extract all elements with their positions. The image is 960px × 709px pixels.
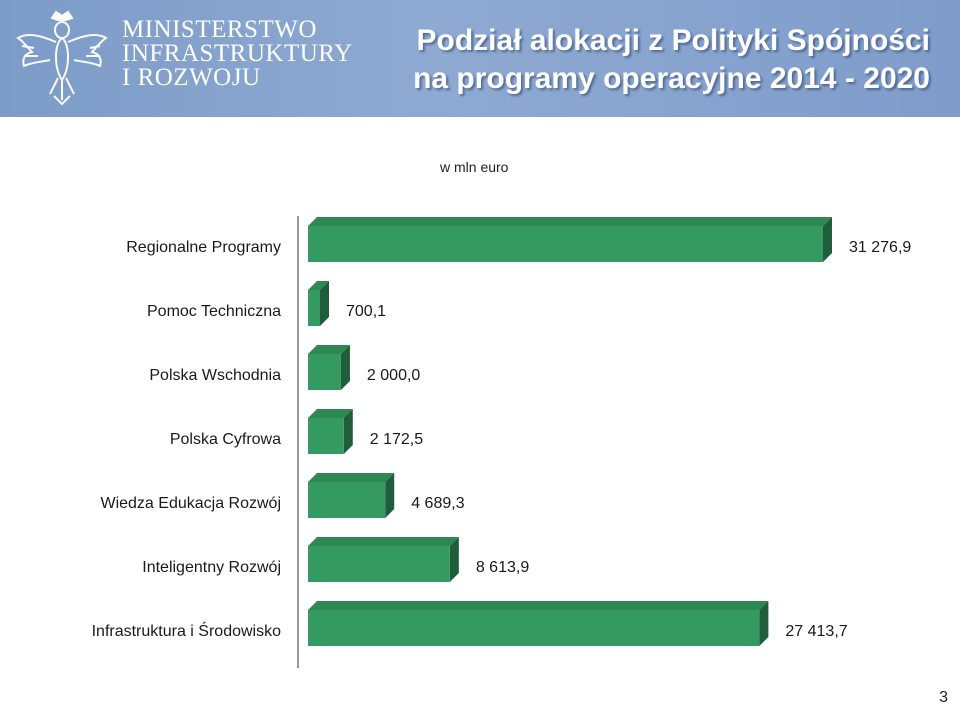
value-label: 31 276,9 — [849, 239, 911, 256]
bar-top-face — [308, 409, 353, 418]
ministry-line-2: INFRASTRUKTURY — [122, 40, 353, 67]
bar-side-face — [340, 345, 350, 390]
bar-side-face — [823, 217, 832, 262]
unit-label: w mln euro — [440, 159, 509, 175]
category-label: Inteligentny Rozwój — [142, 559, 281, 576]
bar-top-face — [308, 281, 329, 290]
bar-side-face — [385, 473, 395, 518]
category-label: Infrastruktura i Środowisko — [92, 621, 282, 640]
value-label: 27 413,7 — [785, 623, 847, 640]
value-label: 2 000,0 — [367, 367, 420, 384]
ministry-line-3: I ROZWOJU — [122, 64, 261, 91]
category-label: Polska Cyfrowa — [170, 431, 281, 448]
bar — [308, 290, 320, 326]
slide-title-line-2: na programy operacyjne 2014 - 2020 — [413, 62, 930, 95]
bar-top-face — [308, 217, 832, 226]
bar — [308, 226, 823, 262]
bar-top-face — [308, 537, 459, 546]
bar — [308, 482, 386, 518]
bar — [308, 418, 344, 454]
header-banner: MINISTERSTWO INFRASTRUKTURY I ROZWOJU Po… — [0, 0, 960, 117]
bar-side-face — [343, 409, 353, 454]
ministry-line-1: MINISTERSTWO — [122, 16, 317, 43]
eagle-emblem-icon — [16, 10, 108, 106]
ministry-logo-text: MINISTERSTWO INFRASTRUKTURY I ROZWOJU — [122, 16, 353, 91]
bar — [308, 610, 760, 646]
bar — [308, 546, 450, 582]
value-label: 4 689,3 — [411, 495, 464, 512]
bar-top-face — [308, 601, 769, 610]
bar-side-face — [759, 601, 769, 646]
slide-title-line-1: Podział alokacji z Polityki Spójności — [416, 24, 930, 57]
value-label: 700,1 — [346, 303, 386, 320]
value-label: 8 613,9 — [476, 559, 529, 576]
bar-side-face — [320, 281, 329, 326]
bar-top-face — [308, 345, 350, 354]
category-label: Polska Wschodnia — [149, 367, 281, 384]
slide-title: Podział alokacji z Polityki Spójności na… — [413, 22, 930, 98]
category-label: Regionalne Programy — [126, 239, 281, 256]
bar-side-face — [449, 537, 459, 582]
category-label: Pomoc Techniczna — [147, 303, 281, 320]
page-number: 3 — [939, 689, 948, 706]
bar-top-face — [308, 473, 395, 482]
category-label: Wiedza Edukacja Rozwój — [100, 495, 281, 512]
allocation-bar-chart: Regionalne Programy 31 276,9 Pomoc Technic… — [92, 216, 911, 668]
bar — [308, 354, 341, 390]
value-label: 2 172,5 — [370, 431, 423, 448]
